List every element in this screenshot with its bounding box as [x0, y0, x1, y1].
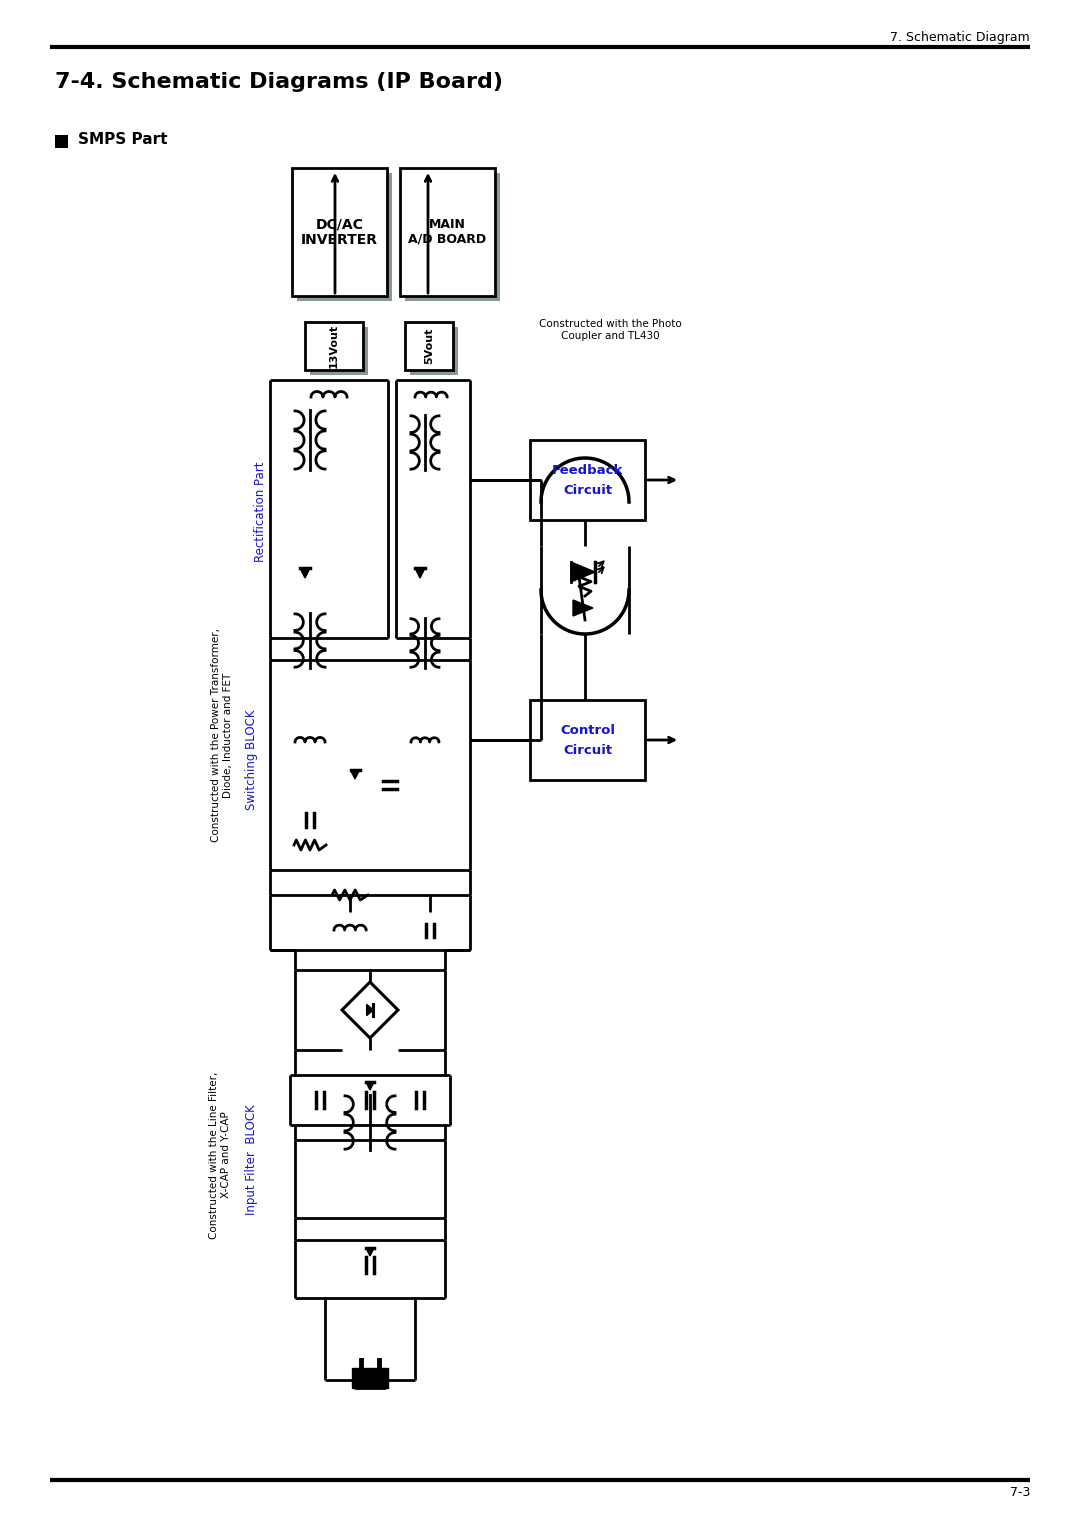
Bar — [310, 327, 368, 376]
Bar — [530, 699, 645, 780]
Bar — [530, 440, 645, 521]
Polygon shape — [351, 770, 360, 779]
Bar — [55, 134, 68, 148]
Text: 7. Schematic Diagram: 7. Schematic Diagram — [890, 32, 1030, 44]
Polygon shape — [366, 1248, 374, 1257]
Text: A/D BOARD: A/D BOARD — [408, 232, 487, 246]
Bar — [352, 1368, 388, 1388]
Text: Switching BLOCK: Switching BLOCK — [245, 710, 258, 811]
Text: Constructed with the Photo
Coupler and TL430: Constructed with the Photo Coupler and T… — [539, 319, 681, 341]
Text: SMPS Part: SMPS Part — [78, 133, 167, 148]
Text: INVERTER: INVERTER — [301, 234, 378, 247]
Text: Control: Control — [561, 724, 615, 736]
Bar — [292, 168, 387, 296]
Bar — [405, 322, 453, 370]
Text: Constructed with the Power Transformer,
Diode, Inductor and FET: Constructed with the Power Transformer, … — [212, 628, 233, 841]
Text: 5Vout: 5Vout — [424, 328, 434, 363]
Text: DC/AC: DC/AC — [315, 217, 364, 231]
Bar — [297, 173, 392, 301]
Text: 13Vout: 13Vout — [329, 324, 339, 368]
Polygon shape — [571, 562, 595, 582]
Text: Constructed with the Line Filter,
X-CAP and Y-CAP: Constructed with the Line Filter, X-CAP … — [210, 1072, 231, 1238]
Text: Rectification Part: Rectification Part — [254, 461, 267, 562]
Text: 7-3: 7-3 — [1010, 1486, 1030, 1498]
Polygon shape — [366, 1083, 374, 1090]
Polygon shape — [342, 982, 399, 1038]
Bar — [305, 322, 363, 370]
Text: Circuit: Circuit — [563, 484, 612, 496]
Bar — [405, 173, 500, 301]
Text: Feedback: Feedback — [552, 464, 623, 476]
Polygon shape — [366, 1005, 374, 1015]
Text: Input Filter  BLOCK: Input Filter BLOCK — [245, 1104, 258, 1215]
Bar — [410, 327, 458, 376]
Polygon shape — [415, 568, 426, 579]
Polygon shape — [300, 568, 310, 579]
Text: 7-4. Schematic Diagrams (IP Board): 7-4. Schematic Diagrams (IP Board) — [55, 72, 503, 92]
Text: Circuit: Circuit — [563, 744, 612, 756]
Bar — [400, 168, 495, 296]
Polygon shape — [573, 600, 593, 615]
Text: MAIN: MAIN — [429, 218, 465, 231]
